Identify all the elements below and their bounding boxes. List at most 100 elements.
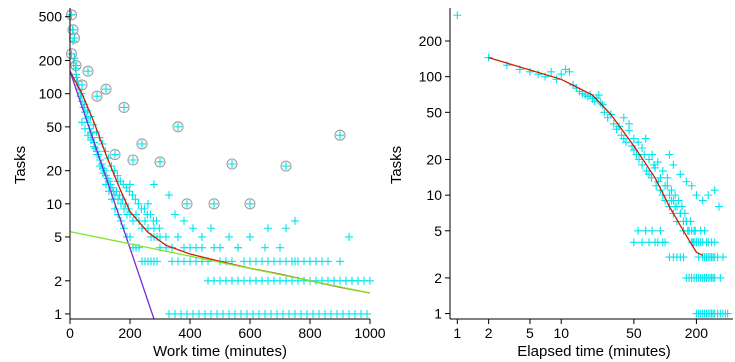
outlier-ring bbox=[136, 138, 148, 150]
left-data-point bbox=[306, 257, 314, 266]
right-data-point bbox=[600, 108, 609, 117]
right-data-point bbox=[710, 253, 719, 262]
outlier-ring bbox=[82, 65, 94, 77]
outlier-ring bbox=[280, 160, 292, 172]
left-data-point bbox=[336, 257, 344, 266]
left-data-point bbox=[324, 257, 332, 266]
right-axis-ticks: 1 2 5 10 50 200 1 2 5 10 20 50 100 200 bbox=[419, 33, 709, 341]
right-data-point bbox=[484, 53, 493, 62]
left-x-tick-label: 400 bbox=[178, 325, 202, 341]
right-data-point bbox=[653, 158, 662, 167]
right-chart-panel: 1 2 5 10 50 200 1 2 5 10 20 50 100 200 Elapsed time (… bbox=[388, 8, 733, 360]
right-data-point bbox=[718, 253, 727, 262]
left-outlier-point bbox=[65, 9, 78, 21]
left-x-tick-label: 600 bbox=[238, 325, 262, 341]
left-outlier-point bbox=[118, 101, 130, 114]
right-y-tick-label: 200 bbox=[419, 33, 443, 49]
left-y-tick-label: 20 bbox=[46, 163, 62, 179]
right-data-point bbox=[557, 70, 566, 79]
right-data-point bbox=[671, 191, 680, 200]
left-y-tick-label: 10 bbox=[46, 196, 62, 212]
left-data-point bbox=[216, 243, 224, 252]
right-data-point bbox=[629, 238, 638, 247]
left-data-point bbox=[345, 232, 353, 241]
right-data-point bbox=[710, 186, 719, 195]
left-outlier-point bbox=[226, 158, 238, 170]
right-data-point bbox=[656, 226, 665, 235]
left-outlier-point bbox=[280, 160, 292, 172]
right-data-point bbox=[674, 196, 683, 205]
left-y-tick-label: 100 bbox=[39, 86, 63, 102]
left-data-point bbox=[78, 118, 86, 127]
left-data-point bbox=[264, 224, 272, 233]
left-data-point bbox=[225, 232, 233, 241]
right-data-point bbox=[696, 226, 705, 235]
outlier-cross bbox=[336, 131, 344, 140]
right-data-point bbox=[686, 217, 695, 226]
left-y-tick-label: 200 bbox=[39, 53, 63, 69]
outlier-cross bbox=[174, 122, 182, 131]
left-outlier-point bbox=[65, 48, 78, 60]
outlier-ring bbox=[172, 121, 184, 133]
right-data-point bbox=[547, 67, 556, 76]
left-y-tick-label: 50 bbox=[46, 119, 62, 135]
left-data-point bbox=[165, 191, 173, 200]
right-data-point bbox=[667, 186, 676, 195]
outlier-cross bbox=[210, 199, 218, 208]
outlier-cross bbox=[102, 85, 110, 94]
right-data-point bbox=[656, 173, 665, 182]
left-data-point bbox=[282, 224, 290, 233]
left-outlier-point bbox=[82, 65, 94, 77]
left-data-point bbox=[111, 204, 119, 213]
outlier-ring bbox=[109, 149, 121, 161]
left-data-point bbox=[134, 199, 143, 208]
left-data-point bbox=[126, 180, 134, 189]
right-data-point bbox=[625, 126, 634, 135]
right-data-point bbox=[647, 173, 656, 182]
right-data-point bbox=[679, 253, 688, 262]
left-data-point bbox=[189, 224, 197, 233]
right-data-point bbox=[661, 181, 670, 190]
left-data-point bbox=[354, 276, 362, 285]
left-data-point bbox=[261, 243, 269, 252]
right-data-point bbox=[663, 173, 672, 182]
left-x-tick-label: 800 bbox=[298, 325, 322, 341]
outlier-cross bbox=[93, 92, 101, 101]
left-y-tick-label: 5 bbox=[54, 229, 62, 245]
left-data-point bbox=[153, 257, 161, 266]
outlier-ring bbox=[334, 129, 346, 141]
right-data-point bbox=[680, 209, 689, 218]
right-data-point bbox=[609, 119, 618, 128]
right-data-point bbox=[669, 160, 678, 169]
left-chart-marks bbox=[65, 9, 374, 319]
left-data-point bbox=[90, 142, 98, 151]
right-data-point bbox=[682, 177, 691, 186]
left-data-point bbox=[174, 232, 182, 241]
right-x-tick-label: 10 bbox=[553, 325, 569, 341]
left-x-tick-label: 200 bbox=[118, 325, 142, 341]
right-data-point bbox=[692, 191, 701, 200]
right-data-point bbox=[641, 134, 650, 143]
right-data-point bbox=[629, 134, 638, 143]
right-data-point bbox=[453, 11, 462, 20]
right-data-point bbox=[638, 143, 647, 152]
right-data-point bbox=[665, 150, 674, 159]
left-x-axis-title: Work time (minutes) bbox=[153, 343, 287, 360]
right-data-point bbox=[710, 273, 719, 282]
left-data-point bbox=[140, 204, 149, 213]
left-outlier-point bbox=[68, 32, 81, 44]
left-y-axis-title: Tasks bbox=[12, 146, 29, 184]
right-data-point bbox=[698, 196, 707, 205]
right-data-point bbox=[634, 138, 643, 147]
right-data-point bbox=[594, 91, 603, 100]
right-data-point bbox=[525, 67, 534, 76]
right-x-tick-label: 2 bbox=[485, 325, 493, 341]
right-data-point bbox=[638, 160, 647, 169]
left-y-tick-label: 2 bbox=[54, 273, 62, 289]
right-data-point bbox=[634, 155, 643, 164]
right-data-point bbox=[565, 67, 574, 76]
right-data-point bbox=[648, 226, 657, 235]
right-x-axis-title: Elapsed time (minutes) bbox=[517, 343, 670, 360]
left-outlier-point bbox=[172, 121, 184, 133]
left-outlier-point bbox=[100, 83, 112, 95]
